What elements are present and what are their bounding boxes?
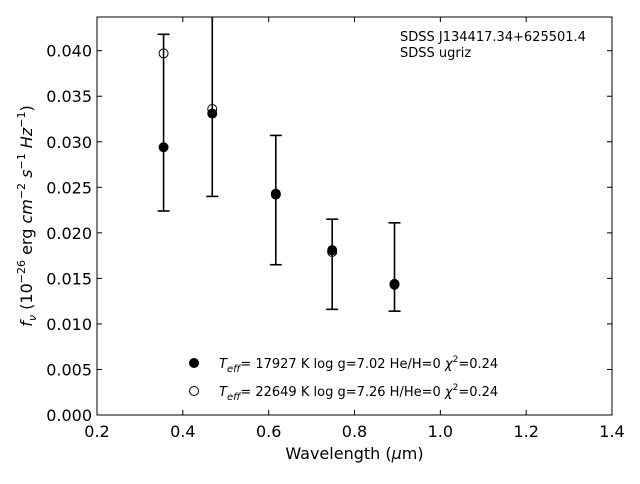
legend-marker-open — [189, 386, 199, 396]
annotation-line-1: SDSS J134417.34+625501.4 — [400, 30, 586, 45]
legend: Teff= 17927 K log g=7.02 He/H=0 χ2=0.24 … — [189, 355, 498, 403]
x-tick-label: 0.6 — [256, 422, 281, 441]
x-tick-label: 0.8 — [342, 422, 367, 441]
y-tick-label: 0.020 — [46, 224, 92, 243]
legend-label-2: Teff= 22649 K log g=7.26 H/He=0 χ2=0.24 — [219, 383, 498, 403]
y-tick-label: 0.035 — [46, 87, 92, 106]
y-tick-label: 0.010 — [46, 315, 92, 334]
errorbar-layer — [157, 17, 401, 312]
legend-label-1: Teff= 17927 K log g=7.02 He/H=0 χ2=0.24 — [219, 355, 498, 375]
marker-layer — [158, 48, 400, 290]
y-tick-label: 0.030 — [46, 133, 92, 152]
y-tick-label: 0.025 — [46, 178, 92, 197]
y-tick-label: 0.015 — [46, 269, 92, 288]
ticks-layer: 0.2 0.4 0.6 0.8 1.0 1.2 1.4 0.000 0.005 0.010 0.01… — [46, 17, 625, 441]
y-tick-label: 0.005 — [46, 360, 92, 379]
plot-area — [96, 16, 613, 416]
model-point-open — [158, 48, 169, 59]
x-tick-label: 1.0 — [428, 422, 453, 441]
model-point-open — [389, 278, 400, 289]
y-tick-label: 0.040 — [46, 42, 92, 61]
y-tick-label: 0.000 — [46, 406, 92, 425]
model-point-open — [207, 103, 218, 114]
annotation: SDSS J134417.34+625501.4 SDSS ugriz — [400, 30, 586, 61]
model-point-open — [327, 246, 338, 257]
x-axis-label: Wavelength (μm) — [285, 444, 423, 463]
model-point-filled — [158, 142, 169, 153]
annotation-line-2: SDSS ugriz — [400, 46, 471, 61]
x-tick-label: 1.2 — [513, 422, 538, 441]
x-tick-label: 1.4 — [599, 422, 624, 441]
y-axis-label: fν (10−26 erg cm−2 s−1 Hz−1) — [15, 105, 39, 326]
model-point-open — [270, 188, 281, 199]
legend-marker-filled — [189, 358, 199, 368]
x-tick-label: 0.2 — [84, 422, 109, 441]
x-tick-label: 0.4 — [170, 422, 195, 441]
